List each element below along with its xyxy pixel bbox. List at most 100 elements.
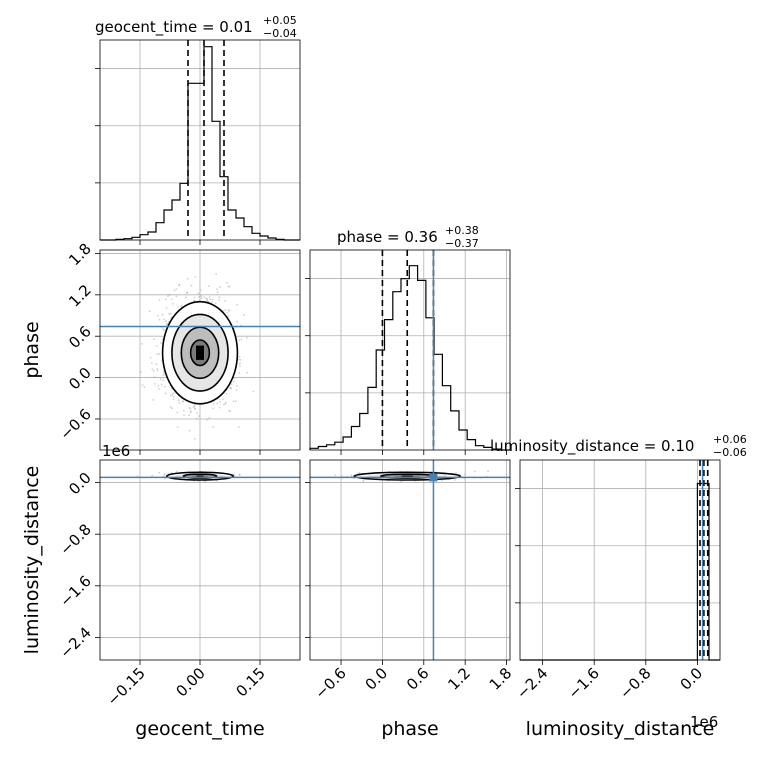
y-tick-label-left-r1-0: −0.6: [56, 405, 94, 443]
sample-point-r1c0: [246, 336, 248, 339]
sample-point-r1c0: [152, 399, 155, 401]
sample-point-r1c0: [209, 298, 212, 301]
panel-frame-phase: [309, 249, 511, 451]
sample-point-r1c0: [176, 411, 179, 414]
sample-point-r1c0: [197, 292, 200, 295]
sample-point-r1c0: [190, 284, 193, 287]
sample-point-r1c0: [206, 299, 209, 302]
sample-point-r1c0: [240, 338, 243, 341]
title-luminosity-distance-sup: +0.06: [713, 433, 747, 446]
sample-point-r1c0: [160, 383, 163, 386]
sample-point-r1c0: [218, 296, 221, 299]
title-geocent-time: geocent_time = 0.01: [95, 18, 253, 37]
sample-point-r1c0: [189, 411, 192, 414]
sample-point-r1c0: [154, 383, 156, 385]
sample-point-r1c0: [200, 295, 203, 297]
sample-point-r1c0: [183, 414, 185, 416]
sample-point-r1c0: [188, 429, 191, 432]
sample-point-r1c0: [158, 318, 161, 321]
sample-point-r1c0: [189, 407, 192, 410]
sample-point-r1c0: [215, 273, 218, 275]
sample-point-r1c0: [227, 315, 230, 317]
sample-point-r1c0: [168, 293, 171, 296]
marks-layer: [100, 40, 720, 661]
y-axis-label-phase: phase: [21, 321, 43, 378]
sample-point-r1c0: [175, 288, 178, 290]
sample-point-r1c0: [208, 296, 211, 298]
sample-point-r1c0: [164, 392, 167, 395]
sample-point-r1c0: [160, 342, 162, 344]
sample-point-r1c0: [236, 385, 238, 387]
sample-point-r1c0: [169, 406, 172, 408]
sample-point-r1c0: [225, 401, 227, 404]
title-luminosity-distance: luminosity_distance = 0.10: [490, 437, 694, 456]
sample-point-r1c0: [226, 312, 229, 314]
contour-r1c0-2: [171, 313, 229, 392]
sample-point-r2c0: [238, 473, 241, 476]
sample-point-r1c0: [172, 392, 175, 395]
title-geocent-time-sup: +0.05: [263, 14, 297, 27]
sample-point-r1c0: [169, 394, 172, 397]
x-axis-label-luminosity-distance: luminosity_distance: [526, 718, 715, 740]
sample-point-r1c0: [185, 296, 187, 299]
sample-point-r1c0: [178, 284, 181, 287]
sample-point-r1c0: [151, 368, 154, 370]
title-phase-sub: −0.37: [445, 237, 479, 250]
sample-point-r1c0: [194, 438, 196, 440]
sample-point-r1c0: [157, 314, 160, 317]
sample-point-r1c0: [182, 400, 185, 403]
sample-point-r1c0: [252, 390, 255, 393]
sample-point-r1c0: [182, 400, 184, 403]
sample-point-r1c0: [229, 410, 232, 413]
sample-point-r1c0: [225, 281, 228, 284]
sample-point-r1c0: [156, 368, 159, 370]
sample-point-r1c0: [206, 418, 208, 421]
contour-r1c0-3: [161, 300, 239, 405]
sample-point-r2c1: [362, 479, 365, 482]
sample-point-r1c0: [182, 409, 185, 412]
sample-point-r2c0: [238, 473, 241, 476]
sample-point-r2c0: [175, 470, 178, 473]
y-tick-label-left-r1-3: 1.2: [65, 281, 95, 311]
sample-point-r2c0: [232, 473, 235, 476]
sample-point-r1c0: [163, 318, 166, 321]
sample-point-r1c0: [163, 372, 166, 375]
title-luminosity-distance-sub: −0.06: [713, 446, 747, 459]
sample-point-r1c0: [211, 301, 214, 304]
sample-point-r1c0: [153, 338, 155, 341]
x-tick-label-bottom-c2-3: 0.0: [677, 664, 707, 694]
sample-point-r1c0: [141, 384, 144, 387]
x-tick-label-bottom-c2-0: −2.4: [513, 664, 551, 702]
sample-point-r1c0: [215, 288, 218, 291]
x-tick-label-bottom-c1-4: 1.8: [486, 664, 516, 694]
sample-point-r1c0: [140, 371, 143, 373]
sample-point-r1c0: [166, 323, 169, 326]
sample-point-r1c0: [172, 302, 174, 305]
sample-point-r1c0: [188, 407, 191, 409]
sample-point-r1c0: [216, 402, 219, 405]
sample-point-r1c0: [175, 295, 178, 298]
sample-point-r1c0: [170, 298, 173, 300]
sample-point-r1c0: [168, 312, 171, 315]
x-tick-label-bottom-c1-1: 0.0: [362, 664, 392, 694]
sample-point-r2c0: [158, 471, 161, 474]
y-tick-label-left-r2-1: −1.6: [56, 572, 94, 610]
sample-point-r1c0: [164, 320, 167, 323]
x-tick-label-bottom-c2-2: −0.8: [616, 664, 654, 702]
sample-point-r1c0: [141, 343, 144, 345]
density-core-r2c0: [196, 475, 204, 477]
sample-point-r1c0: [161, 327, 164, 329]
sample-point-r1c0: [238, 372, 241, 375]
sample-point-r1c0: [193, 300, 195, 302]
sample-point-r1c0: [193, 296, 196, 299]
sample-point-r1c0: [193, 405, 196, 407]
sample-point-r1c0: [193, 406, 195, 408]
sample-point-r1c0: [156, 353, 159, 355]
sample-point-r1c0: [203, 296, 206, 299]
sample-point-r1c0: [228, 285, 231, 288]
sample-point-r1c0: [177, 399, 180, 402]
title-phase: phase = 0.36: [337, 228, 438, 246]
sample-point-r1c0: [185, 291, 188, 294]
sample-point-r1c0: [178, 402, 181, 404]
